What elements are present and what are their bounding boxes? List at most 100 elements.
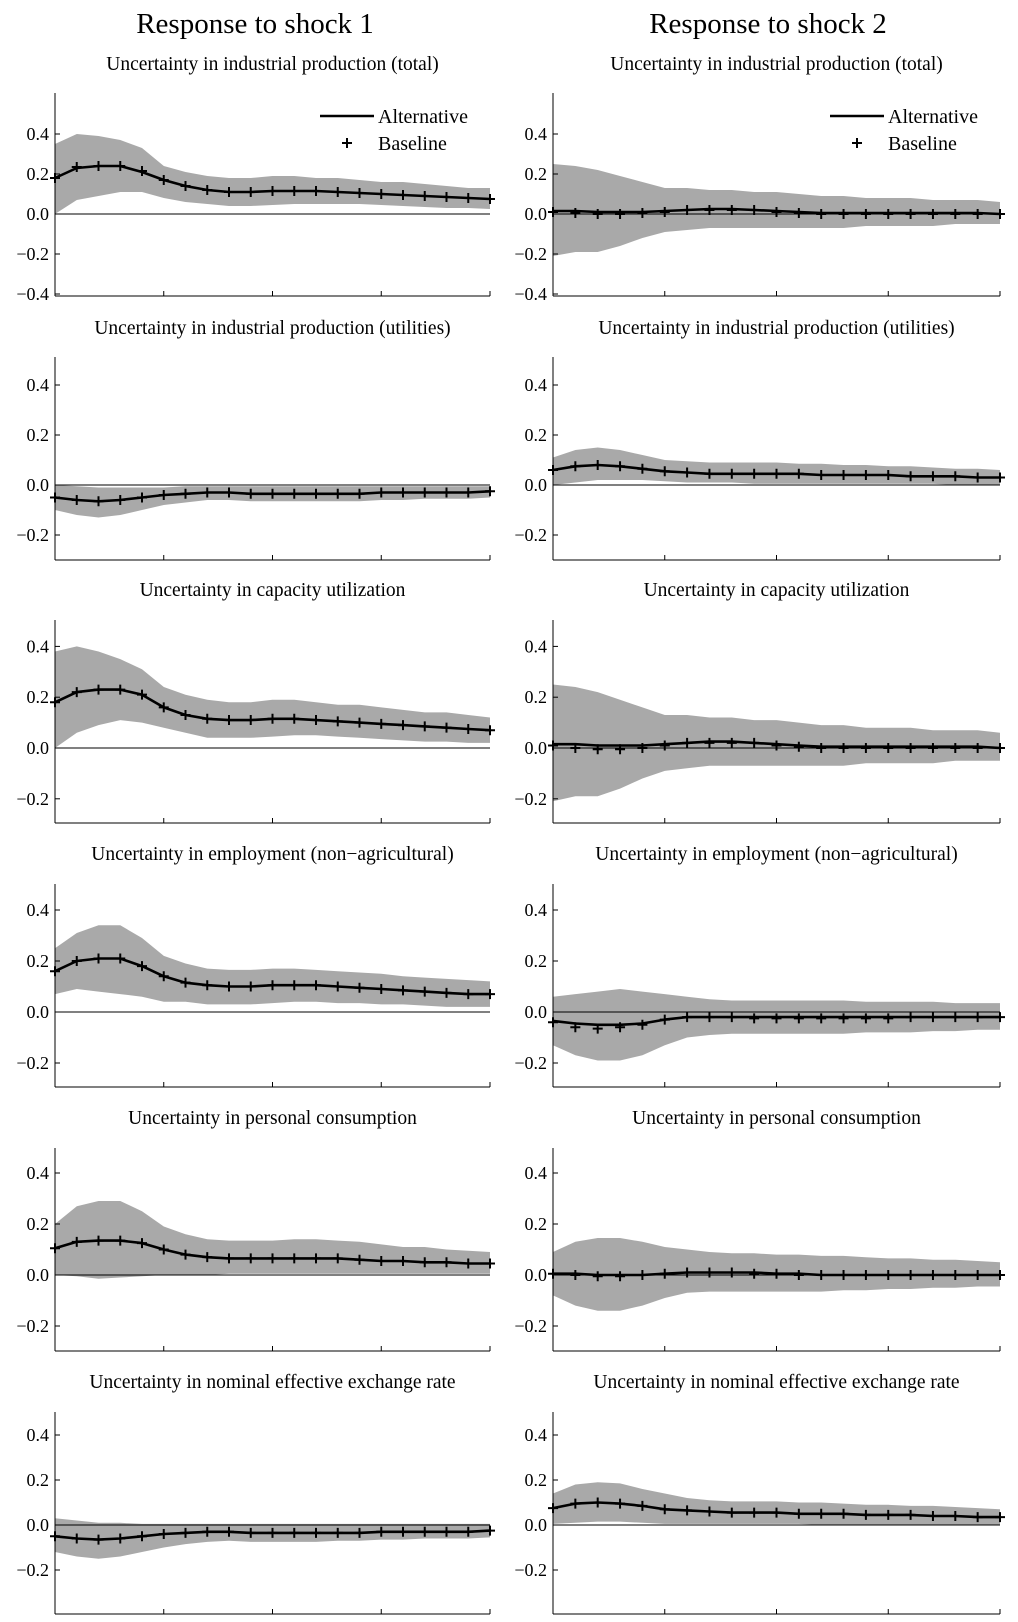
baseline-marker [332, 1527, 343, 1538]
baseline-marker [860, 1509, 871, 1520]
y-tick-label: 0.4 [27, 900, 50, 920]
x-tick-label: 20 [481, 1620, 499, 1622]
baseline-marker [793, 1508, 804, 1519]
baseline-marker [592, 460, 603, 470]
y-tick-label: 0.0 [525, 475, 548, 495]
panel-2-1: Uncertainty in capacity utilization 0.4 0.… [514, 580, 1005, 824]
baseline-marker [592, 744, 603, 755]
baseline-marker [224, 715, 234, 726]
baseline-marker [749, 1268, 760, 1279]
baseline-marker [883, 1509, 894, 1520]
baseline-marker [726, 1267, 737, 1278]
baseline-marker [816, 470, 827, 480]
baseline-marker [838, 209, 849, 219]
baseline-marker [137, 961, 147, 972]
baseline-marker [441, 722, 452, 733]
baseline-marker [816, 1270, 827, 1280]
baseline-marker [71, 162, 82, 172]
baseline-marker [93, 953, 104, 964]
y-tick-label: 0.2 [525, 1470, 548, 1490]
baseline-marker [398, 985, 408, 996]
baseline-marker [838, 470, 849, 480]
baseline-marker [354, 1254, 365, 1265]
legend-baseline-label: Baseline [888, 133, 957, 155]
panel-5-1: Uncertainty in nominal effective exchang… [514, 1372, 1009, 1622]
baseline-marker [267, 980, 278, 991]
panel-2-0: Uncertainty in capacity utilization 0.4 0.… [16, 580, 495, 824]
baseline-marker [267, 1527, 278, 1538]
y-tick-label: 0.2 [27, 164, 50, 184]
baseline-marker [267, 488, 278, 499]
baseline-marker [245, 187, 256, 197]
y-tick-label: −0.2 [514, 525, 547, 545]
baseline-marker [332, 716, 343, 727]
baseline-marker [995, 209, 1005, 219]
y-tick-label: 0.2 [525, 1214, 548, 1234]
baseline-marker [376, 984, 387, 995]
baseline-marker [615, 1271, 626, 1282]
baseline-marker [682, 1267, 693, 1278]
baseline-marker [441, 1257, 452, 1268]
baseline-marker [927, 743, 938, 753]
baseline-marker [950, 471, 961, 482]
baseline-marker [311, 1253, 321, 1264]
baseline-marker [332, 1253, 343, 1264]
baseline-marker [548, 1017, 558, 1028]
y-tick-label: 0.0 [525, 738, 548, 758]
baseline-marker [50, 966, 60, 977]
baseline-marker [137, 492, 147, 503]
baseline-marker [398, 190, 408, 200]
baseline-marker [659, 1268, 670, 1279]
baseline-marker [838, 1508, 849, 1519]
baseline-marker [771, 468, 782, 479]
y-tick-label: −0.2 [514, 789, 547, 809]
panel-title: Uncertainty in capacity utilization [140, 580, 406, 601]
y-tick-label: 0.4 [525, 1425, 548, 1445]
baseline-marker [311, 1527, 321, 1538]
baseline-marker [637, 1270, 648, 1280]
y-tick-label: 0.0 [525, 204, 548, 224]
column-title-shock-1: Response to shock 1 [136, 8, 374, 40]
baseline-marker [289, 980, 300, 991]
baseline-marker [905, 1509, 916, 1520]
baseline-marker [158, 1244, 169, 1255]
panel-0-1: Uncertainty in industrial production (to… [514, 54, 1005, 304]
baseline-marker [592, 1497, 603, 1508]
baseline-marker [158, 175, 169, 185]
baseline-marker [615, 461, 626, 472]
baseline-marker [224, 1526, 234, 1537]
baseline-marker [354, 982, 365, 993]
y-tick-label: −0.2 [16, 1560, 49, 1580]
baseline-marker [615, 1022, 626, 1033]
baseline-marker [905, 1012, 916, 1023]
baseline-marker [905, 209, 916, 219]
y-tick-label: 0.4 [27, 1163, 50, 1183]
baseline-marker [548, 740, 558, 751]
baseline-marker [682, 1505, 693, 1516]
baseline-marker [860, 1013, 871, 1024]
baseline-marker [972, 743, 983, 753]
y-tick-label: −0.2 [16, 244, 49, 264]
baseline-marker [592, 209, 603, 219]
panel-3-0: Uncertainty in employment (non−agricultu… [16, 844, 495, 1088]
panel-1-1: Uncertainty in industrial production (ut… [514, 318, 1005, 561]
baseline-marker [202, 1252, 213, 1263]
baseline-marker [93, 684, 104, 695]
baseline-marker [267, 713, 278, 724]
baseline-marker [659, 740, 670, 751]
baseline-marker [398, 487, 408, 498]
baseline-marker [883, 743, 894, 753]
baseline-marker [115, 1533, 126, 1544]
baseline-marker [289, 1527, 300, 1538]
baseline-marker [202, 1526, 213, 1537]
baseline-marker [93, 1235, 104, 1246]
baseline-marker [463, 989, 474, 1000]
baseline-marker [726, 205, 737, 215]
baseline-marker [637, 208, 648, 218]
y-tick-label: −0.2 [16, 1053, 49, 1073]
baseline-marker [180, 181, 191, 191]
baseline-marker [950, 1511, 961, 1521]
y-tick-label: 0.4 [525, 636, 548, 656]
baseline-marker [137, 689, 147, 700]
